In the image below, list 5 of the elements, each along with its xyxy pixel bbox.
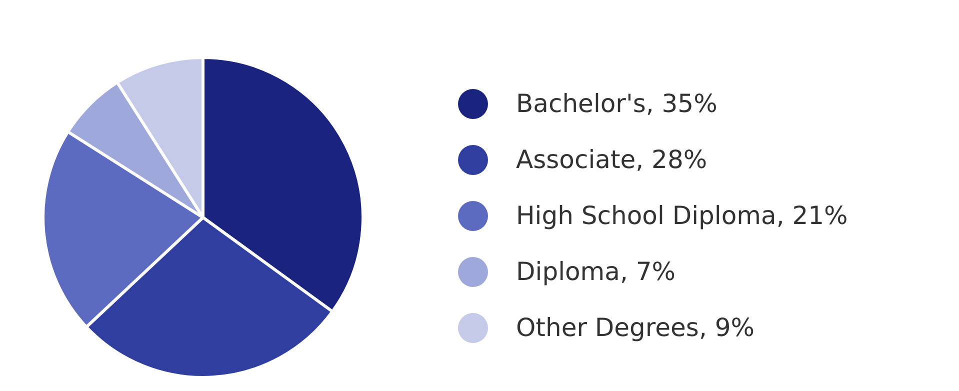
- legend-label: Other Degrees, 9%: [516, 313, 755, 342]
- legend-label: Bachelor's, 35%: [516, 89, 718, 118]
- legend-label: High School Diploma, 21%: [516, 201, 848, 230]
- legend-label: Diploma, 7%: [516, 257, 676, 286]
- legend-label: Associate, 28%: [516, 145, 708, 174]
